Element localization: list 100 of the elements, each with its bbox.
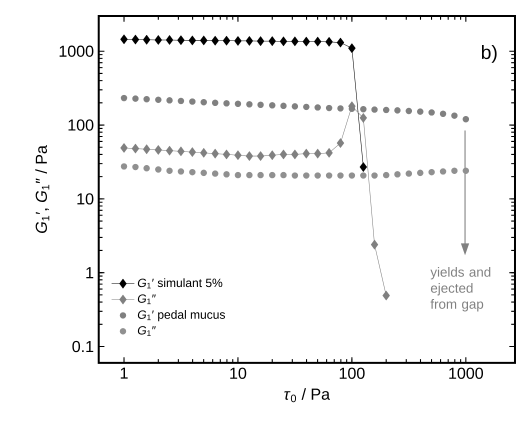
point (132, 164, 139, 170)
point (223, 171, 230, 178)
point (382, 172, 390, 178)
point (303, 104, 310, 110)
point (360, 162, 368, 172)
point (394, 107, 401, 114)
point (337, 172, 344, 179)
point (314, 148, 322, 158)
point (326, 172, 332, 179)
point (200, 148, 208, 158)
point (268, 150, 276, 160)
point (223, 100, 230, 107)
point (211, 36, 219, 46)
point (211, 148, 219, 158)
point (360, 113, 368, 123)
x-axis-title: τ$_{0}$ / Pa (284, 388, 330, 402)
point (120, 94, 128, 102)
point (142, 144, 150, 154)
point (222, 36, 230, 46)
point (417, 108, 424, 115)
point (132, 34, 140, 44)
point (406, 170, 412, 177)
point (257, 172, 264, 178)
point (462, 168, 470, 174)
point (428, 168, 435, 176)
point (200, 99, 207, 106)
point (292, 103, 298, 110)
point (371, 172, 378, 179)
point (417, 170, 424, 176)
point (280, 36, 288, 46)
point (189, 98, 196, 105)
point (451, 112, 458, 119)
point (188, 36, 196, 46)
y-tick-label: 0.1 (72, 340, 94, 352)
point (314, 172, 321, 179)
point (234, 36, 242, 46)
point (246, 36, 254, 46)
x-tick-label: 1 (120, 368, 128, 379)
point (348, 172, 356, 179)
legend-label: G$_{1}$″ (138, 294, 156, 304)
point (188, 147, 196, 157)
point (326, 104, 332, 112)
point (142, 34, 150, 45)
point (166, 35, 174, 45)
point (155, 96, 162, 103)
point (280, 172, 287, 178)
point (314, 104, 321, 111)
point (302, 148, 310, 158)
point (200, 36, 208, 46)
point (212, 100, 218, 106)
point (120, 34, 128, 44)
y-tick-label: 10 (77, 193, 94, 205)
point (143, 165, 150, 172)
point (257, 102, 264, 108)
point (382, 290, 390, 300)
legend-label: G$_{1}$″ (138, 326, 156, 336)
point (370, 240, 378, 250)
point (292, 172, 298, 179)
point (337, 105, 344, 112)
point (394, 171, 401, 178)
point (336, 138, 344, 148)
point (291, 36, 299, 46)
point (303, 172, 310, 179)
point (360, 172, 367, 179)
point (256, 151, 264, 161)
point (382, 106, 390, 114)
point (280, 102, 287, 110)
point (154, 145, 162, 155)
point (451, 168, 458, 174)
point (177, 35, 185, 46)
point (155, 166, 162, 173)
point (291, 150, 299, 160)
point (246, 101, 253, 108)
point (280, 150, 288, 160)
point (360, 106, 367, 112)
point (336, 38, 344, 48)
point (222, 150, 230, 160)
point (178, 168, 184, 175)
point (234, 172, 242, 178)
point (406, 108, 412, 114)
point (268, 36, 276, 46)
point (143, 96, 150, 102)
x-tick-label: 100 (340, 368, 365, 379)
point (348, 43, 356, 54)
y-tick-label: 1000 (60, 46, 94, 57)
x-tick-label: 10 (230, 368, 246, 379)
point (154, 35, 162, 45)
point (212, 170, 218, 177)
point (246, 172, 253, 178)
legend-label: G$_{1}$′ pedal mucus (138, 310, 225, 322)
point (166, 168, 173, 174)
point (132, 144, 140, 154)
y-tick-label: 100 (68, 119, 94, 131)
point (132, 95, 139, 102)
point (166, 97, 173, 104)
y-axis-title: G$_{1}$′, G$_{1}$″ / Pa (35, 145, 50, 233)
point (234, 100, 242, 108)
point (120, 143, 128, 153)
y-tick-label: 1 (86, 267, 94, 278)
point (256, 36, 264, 46)
